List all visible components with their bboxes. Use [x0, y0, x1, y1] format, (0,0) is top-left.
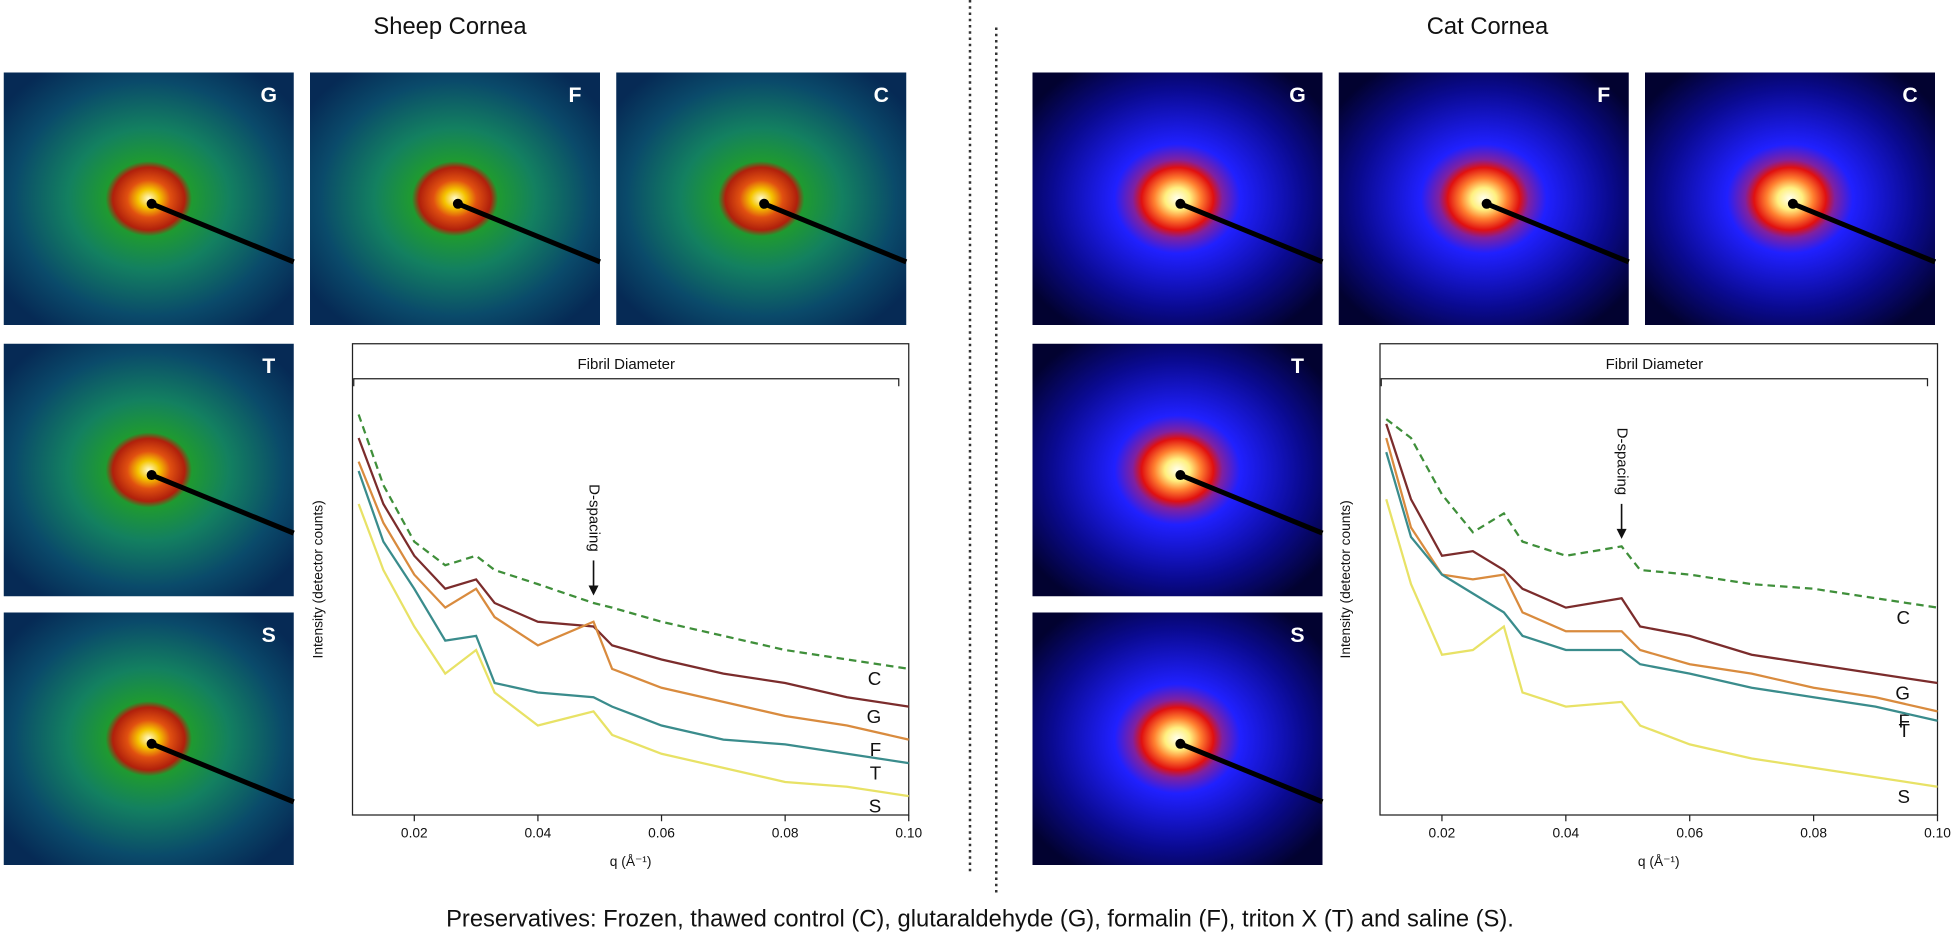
x-tick-label: 0.06 — [1676, 825, 1703, 840]
beam-center — [146, 470, 157, 481]
series-line — [357, 503, 909, 798]
x-tick-label: 0.02 — [1429, 825, 1456, 840]
arrow-head — [1616, 528, 1627, 539]
beam-stop — [1179, 201, 1324, 265]
annotation: D-spacing — [1614, 428, 1631, 496]
y-axis-label: Intensity (detector counts) — [1338, 500, 1353, 658]
beam-stop — [1485, 201, 1630, 265]
beam-center — [1787, 198, 1798, 209]
series-line — [1385, 437, 1938, 713]
beam-stop — [150, 472, 295, 536]
diffraction-image — [3, 72, 294, 325]
series-line — [357, 461, 910, 741]
x-axis-label: q (Å⁻¹) — [610, 853, 652, 869]
series-label: C — [1896, 607, 1910, 628]
diffraction-image — [3, 612, 294, 865]
diffraction-image — [1645, 72, 1935, 325]
series-label: G — [867, 706, 882, 727]
panel-label: S — [262, 623, 276, 647]
beam-center — [1175, 738, 1186, 749]
diffraction-image — [616, 72, 907, 325]
diffraction-panel: C — [1645, 72, 1936, 325]
series-label: S — [1897, 786, 1910, 807]
x-tick-label: 0.08 — [1800, 825, 1827, 840]
chart-title: Sheep Cornea — [373, 13, 527, 40]
beam-stop — [150, 201, 295, 265]
diffraction-panel: S — [1032, 612, 1324, 865]
beam-stop — [150, 741, 295, 805]
x-tick-label: 0.04 — [1552, 825, 1579, 840]
diffraction-panel: C — [616, 72, 908, 325]
plot-frame — [351, 343, 910, 816]
panel-label: T — [262, 354, 275, 378]
panel-label: G — [260, 83, 277, 107]
panel-label: T — [1291, 354, 1304, 378]
diffraction-image — [3, 343, 294, 597]
series-label: T — [870, 762, 882, 783]
chart-title: Cat Cornea — [1427, 13, 1549, 40]
x-tick-label: 0.08 — [772, 825, 799, 840]
annotation: D-spacing — [586, 484, 603, 552]
annotation: Fibril Diameter — [1606, 356, 1704, 373]
plot-frame — [1379, 343, 1939, 816]
series-label: T — [1899, 720, 1911, 741]
series-label: C — [868, 668, 882, 689]
series-label: F — [870, 739, 881, 760]
x-axis-label: q (Å⁻¹) — [1638, 853, 1680, 869]
panel-label: F — [1597, 83, 1610, 107]
diffraction-panel: F — [310, 72, 601, 325]
beam-stop — [1791, 201, 1936, 265]
beam-center — [146, 198, 157, 209]
series-label: S — [869, 795, 882, 816]
annotation: Fibril Diameter — [577, 356, 675, 373]
x-tick-label: 0.02 — [401, 825, 428, 840]
diffraction-panel: S — [3, 612, 295, 865]
beam-stop — [763, 201, 908, 265]
series-label: F — [1899, 711, 1910, 732]
x-tick-label: 0.10 — [895, 825, 922, 840]
beam-center — [1175, 470, 1186, 481]
panel-label: C — [1902, 83, 1917, 107]
beam-center — [1175, 198, 1186, 209]
x-tick-label: 0.04 — [525, 825, 552, 840]
x-tick-label: 0.10 — [1924, 825, 1951, 840]
diffraction-panel: G — [3, 72, 295, 325]
arrow-head — [588, 585, 599, 596]
beam-stop — [1179, 472, 1324, 536]
diffraction-image — [1032, 612, 1323, 865]
series-line — [357, 470, 909, 765]
beam-stop — [456, 201, 601, 265]
beam-center — [452, 198, 463, 209]
diffraction-panel: T — [3, 343, 295, 597]
series-line — [1385, 451, 1938, 722]
caption: Preservatives: Frozen, thawed control (C… — [446, 905, 1514, 932]
diffraction-panel: F — [1338, 72, 1630, 325]
bracket — [353, 378, 900, 387]
diffraction-image — [1032, 343, 1323, 597]
diffraction-panel: G — [1032, 72, 1324, 325]
panel-label: F — [569, 83, 582, 107]
diffraction-image — [1032, 72, 1323, 325]
beam-center — [1481, 198, 1492, 209]
series-line — [357, 437, 909, 708]
beam-center — [146, 738, 157, 749]
panel-label: G — [1289, 83, 1306, 107]
bracket — [1380, 378, 1929, 387]
beam-stop — [1179, 741, 1324, 805]
diffraction-panel: T — [1032, 343, 1324, 597]
diffraction-image — [310, 72, 600, 325]
panel-label: S — [1290, 623, 1304, 647]
series-label: G — [1895, 682, 1910, 703]
beam-center — [759, 198, 770, 209]
series-line — [1385, 418, 1938, 609]
diffraction-image — [1338, 72, 1629, 325]
series-line — [1385, 498, 1938, 788]
x-tick-label: 0.06 — [648, 825, 675, 840]
series-line — [357, 414, 909, 670]
y-axis-label: Intensity (detector counts) — [310, 500, 325, 658]
series-line — [1385, 423, 1938, 685]
panel-label: C — [874, 83, 889, 107]
